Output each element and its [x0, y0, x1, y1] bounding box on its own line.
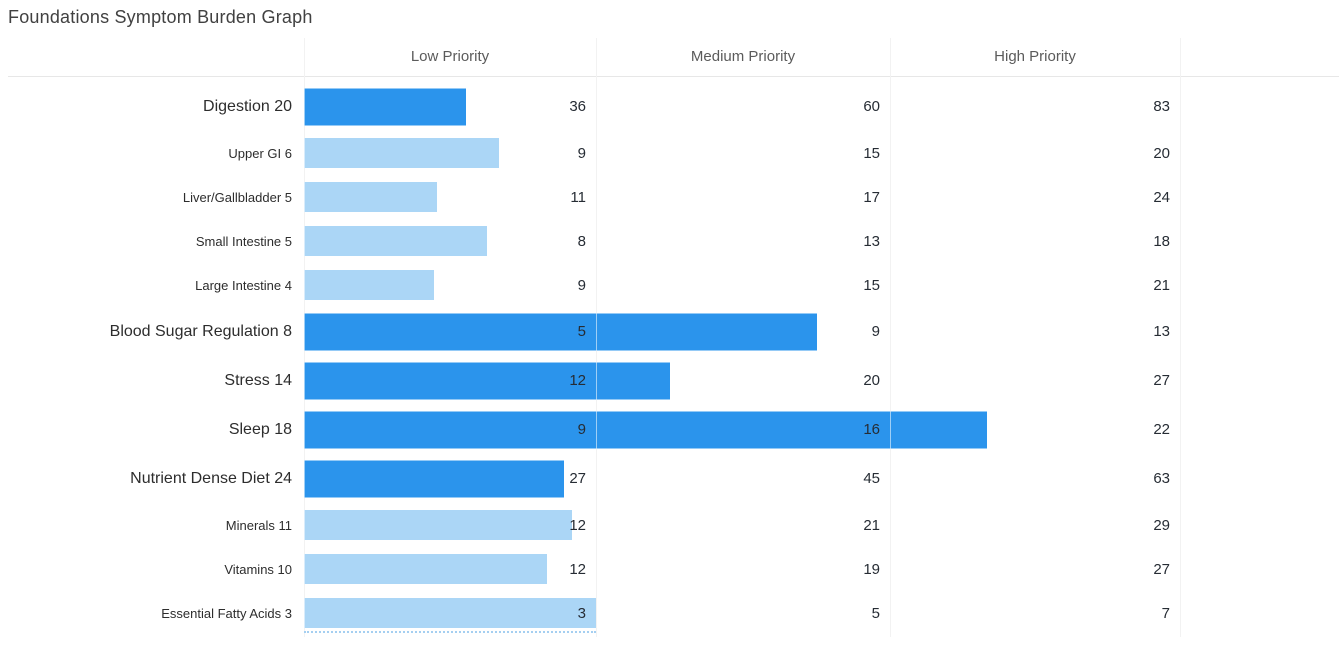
low-priority-value: 3: [577, 604, 586, 622]
chart-row-liver-gallbladder: Liver/Gallbladder 5 11 17 24: [0, 175, 1339, 219]
high-priority-value: 83: [1153, 98, 1170, 115]
dotted-baseline: [304, 631, 596, 633]
medium-priority-value: 60: [863, 98, 880, 115]
score-bar: [304, 270, 434, 300]
row-label: Blood Sugar Regulation 8: [109, 322, 292, 340]
chart-row-essential-fatty-acids: Essential Fatty Acids 3 3 5 7: [0, 591, 1339, 635]
chart-row-upper-gi: Upper GI 6 9 15 20: [0, 131, 1339, 175]
medium-priority-value: 17: [863, 188, 880, 206]
row-label: Nutrient Dense Diet 24: [130, 469, 292, 487]
high-priority-value: 22: [1153, 421, 1170, 438]
chart-row-small-intestine: Small Intestine 5 8 13 18: [0, 219, 1339, 263]
gridline-overlay: [304, 38, 305, 637]
medium-priority-value: 5: [871, 604, 880, 622]
chart-row-minerals: Minerals 11 12 21 29: [0, 503, 1339, 547]
chart-row-digestion: Digestion 20 36 60 83: [0, 82, 1339, 131]
high-priority-value: 7: [1161, 604, 1170, 622]
row-label: Sleep 18: [228, 420, 292, 438]
row-label: Upper GI 6: [228, 145, 292, 161]
chart-row-nutrient-dense-diet: Nutrient Dense Diet 24 27 45 63: [0, 454, 1339, 503]
high-priority-value: 29: [1153, 516, 1170, 534]
score-bar: [304, 362, 670, 399]
low-priority-value: 5: [577, 323, 586, 340]
high-priority-value: 24: [1153, 188, 1170, 206]
column-header-high-priority: High Priority: [994, 48, 1076, 65]
chart-row-blood-sugar-regulation: Blood Sugar Regulation 8 5 9 13: [0, 307, 1339, 356]
low-priority-value: 8: [577, 232, 586, 250]
low-priority-value: 27: [569, 470, 586, 487]
column-header-low-priority: Low Priority: [410, 48, 490, 65]
medium-priority-value: 13: [863, 232, 880, 250]
high-priority-value: 21: [1153, 276, 1170, 294]
row-label: Small Intestine 5: [195, 233, 292, 249]
high-priority-value: 27: [1153, 372, 1170, 389]
row-label: Digestion 20: [203, 97, 292, 115]
score-bar: [304, 510, 572, 540]
score-bar: [304, 460, 564, 497]
score-bar: [304, 226, 487, 256]
medium-priority-value: 19: [863, 560, 880, 578]
score-bar: [304, 88, 467, 125]
medium-priority-value: 9: [871, 323, 880, 340]
score-bar: [304, 411, 987, 448]
row-label: Stress 14: [224, 371, 292, 389]
low-priority-value: 9: [577, 421, 586, 438]
chart-row-large-intestine: Large Intestine 4 9 15 21: [0, 263, 1339, 307]
chart-rows: Digestion 20 36 60 83 Upper GI 6 9 15 20…: [0, 82, 1339, 635]
chart-row-vitamins: Vitamins 10 12 19 27: [0, 547, 1339, 591]
row-label: Minerals 11: [225, 517, 292, 533]
medium-priority-value: 45: [863, 470, 880, 487]
score-bar: [304, 182, 437, 212]
gridline-overlay: [596, 38, 597, 637]
header-underline: [8, 76, 1339, 77]
low-priority-value: 36: [569, 98, 586, 115]
low-priority-value: 9: [577, 144, 586, 162]
high-priority-value: 20: [1153, 144, 1170, 162]
row-label: Essential Fatty Acids 3: [161, 605, 292, 621]
high-priority-value: 63: [1153, 470, 1170, 487]
page-title: Foundations Symptom Burden Graph: [8, 7, 313, 27]
medium-priority-value: 20: [863, 372, 880, 389]
score-bar: [304, 554, 548, 584]
high-priority-value: 18: [1153, 232, 1170, 250]
high-priority-value: 27: [1153, 560, 1170, 578]
medium-priority-value: 21: [863, 516, 880, 534]
low-priority-value: 12: [569, 372, 586, 389]
row-label: Liver/Gallbladder 5: [182, 189, 292, 205]
score-bar: [304, 313, 817, 350]
row-label: Vitamins 10: [224, 561, 292, 577]
chart-row-sleep: Sleep 18 9 16 22: [0, 405, 1339, 454]
score-bar: [304, 138, 499, 168]
medium-priority-value: 15: [863, 144, 880, 162]
low-priority-value: 12: [569, 560, 586, 578]
chart-row-stress: Stress 14 12 20 27: [0, 356, 1339, 405]
medium-priority-value: 15: [863, 276, 880, 294]
column-header-medium-priority: Medium Priority: [690, 48, 796, 65]
high-priority-value: 13: [1153, 323, 1170, 340]
medium-priority-value: 16: [863, 421, 880, 438]
row-label: Large Intestine 4: [195, 277, 292, 293]
low-priority-value: 9: [577, 276, 586, 294]
score-bar: [304, 598, 596, 628]
gridline-overlay: [1180, 38, 1181, 637]
low-priority-value: 11: [570, 188, 586, 206]
gridline-overlay: [890, 38, 891, 637]
low-priority-value: 12: [569, 516, 586, 534]
